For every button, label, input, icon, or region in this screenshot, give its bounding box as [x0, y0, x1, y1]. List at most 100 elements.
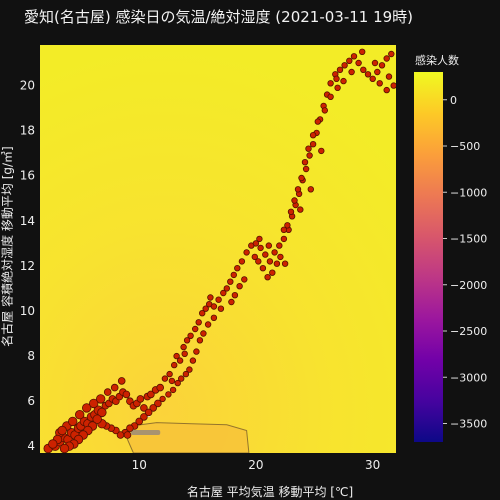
data-point — [177, 375, 185, 382]
data-point — [154, 399, 162, 408]
data-point — [340, 77, 347, 85]
y-tick-label: 10 — [20, 304, 35, 318]
data-point — [173, 352, 180, 360]
data-point — [74, 410, 85, 420]
data-point — [336, 66, 344, 73]
colorbar-title: 感染人数 — [415, 54, 459, 67]
colorbar: 0 −500 −1000 −1500 −2000 −2500 −3000 −3500 — [414, 72, 487, 442]
data-point — [297, 206, 304, 213]
colorbar-tick-label: −3000 — [450, 371, 487, 384]
data-point — [309, 140, 317, 148]
data-point — [88, 398, 99, 409]
scatter-points — [43, 48, 396, 453]
data-point — [266, 258, 274, 265]
colorbar-scale — [414, 72, 443, 442]
data-point — [271, 249, 278, 256]
data-point — [95, 394, 106, 404]
data-point — [251, 253, 258, 261]
data-point — [228, 298, 235, 306]
data-point — [183, 337, 191, 344]
data-point — [383, 55, 390, 62]
data-point — [136, 395, 145, 403]
y-tick-label: 20 — [20, 79, 35, 93]
data-point — [309, 131, 317, 139]
data-point — [360, 66, 367, 73]
data-point — [294, 186, 302, 193]
data-point — [318, 147, 325, 155]
data-point — [252, 240, 260, 247]
data-point — [262, 251, 269, 258]
data-point — [369, 75, 376, 82]
data-point — [215, 296, 222, 303]
data-point — [388, 50, 395, 58]
data-point — [273, 260, 281, 267]
plot-area — [40, 45, 396, 453]
data-point — [334, 84, 341, 91]
data-point — [383, 86, 390, 94]
y-tick-label: 16 — [20, 169, 35, 183]
data-point — [280, 226, 288, 233]
contour-marker — [131, 430, 161, 436]
data-point — [202, 305, 209, 312]
data-point — [390, 82, 396, 89]
data-point — [321, 107, 328, 114]
data-point — [97, 407, 107, 418]
data-point — [281, 260, 289, 267]
data-point — [57, 425, 67, 436]
data-point — [122, 390, 131, 399]
x-tick-label: 20 — [248, 458, 263, 472]
data-point — [291, 197, 298, 204]
data-point — [257, 244, 264, 252]
data-point — [189, 357, 197, 364]
data-point — [170, 361, 178, 369]
y-tick-label: 14 — [20, 214, 35, 228]
data-point — [264, 274, 271, 281]
data-point — [364, 71, 372, 78]
colorbar-tick-label: −2500 — [450, 325, 487, 338]
data-point — [243, 249, 250, 256]
colorbar-tick-label: −3500 — [450, 418, 487, 431]
data-point — [191, 325, 199, 333]
chart-title: 愛知(名古屋) 感染日の気温/絶対湿度 (2021-03-11 19時) — [24, 8, 414, 26]
data-point — [117, 377, 126, 385]
data-point — [156, 383, 165, 392]
data-point — [359, 48, 366, 55]
data-point — [135, 417, 144, 426]
data-point — [287, 208, 295, 215]
data-point — [265, 242, 272, 249]
data-point — [123, 431, 132, 439]
x-axis-label: 名古屋 平均気温 移動平均 [℃] — [186, 485, 354, 499]
data-point — [241, 276, 248, 283]
data-point — [298, 174, 305, 182]
data-point — [327, 80, 334, 87]
contour-region — [126, 422, 250, 453]
data-point — [276, 242, 283, 249]
data-point — [147, 390, 155, 399]
data-point — [374, 68, 381, 76]
data-point — [255, 258, 262, 265]
data-point — [174, 379, 181, 387]
data-point — [371, 59, 379, 67]
data-point — [236, 283, 243, 290]
data-point — [269, 269, 276, 276]
data-point — [180, 343, 187, 351]
data-point — [223, 285, 230, 292]
data-point — [307, 186, 314, 193]
data-point — [166, 370, 173, 378]
data-point — [346, 57, 353, 64]
y-tick-label: 6 — [27, 394, 35, 408]
data-point — [385, 73, 393, 80]
data-point — [195, 319, 202, 326]
data-point — [378, 62, 386, 69]
data-point — [200, 330, 207, 337]
y-tick-label: 12 — [20, 259, 35, 273]
data-point — [348, 68, 355, 76]
data-point — [140, 404, 148, 412]
data-point — [59, 443, 70, 453]
plot-background — [40, 45, 396, 453]
data-point — [207, 294, 214, 301]
data-point — [176, 357, 184, 364]
data-point — [333, 75, 340, 82]
data-point — [210, 314, 218, 321]
